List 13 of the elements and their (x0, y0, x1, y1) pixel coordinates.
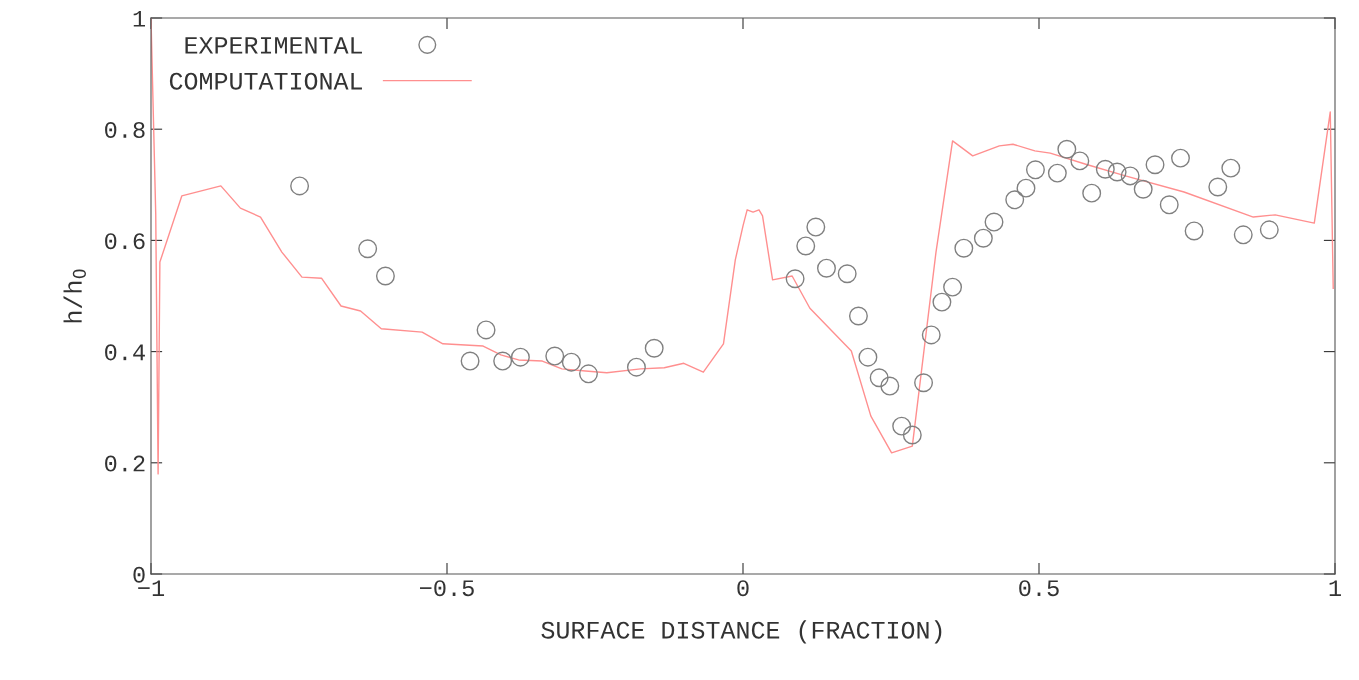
y-tick-label: 1 (133, 11, 145, 27)
y-tick-label: 0.8 (105, 121, 145, 138)
x-tick-label: 0.5 (1019, 580, 1059, 597)
legend-label: EXPERIMENTAL (185, 37, 362, 54)
y-axis-title: h/h$_{0}$ (63, 269, 86, 323)
y-tick-label: 0.4 (105, 344, 145, 361)
y-tick-label: 0.6 (105, 233, 145, 250)
x-tick-label: 0 (737, 580, 749, 597)
x-tick-label: −0.5 (420, 580, 474, 597)
y-tick-label: 0.2 (105, 455, 145, 472)
legend-label: COMPUTATIONAL (169, 72, 362, 90)
x-tick-label: 1 (1329, 580, 1341, 596)
x-axis-title: SURFACE DISTANCE (FRACTION) (541, 620, 942, 644)
